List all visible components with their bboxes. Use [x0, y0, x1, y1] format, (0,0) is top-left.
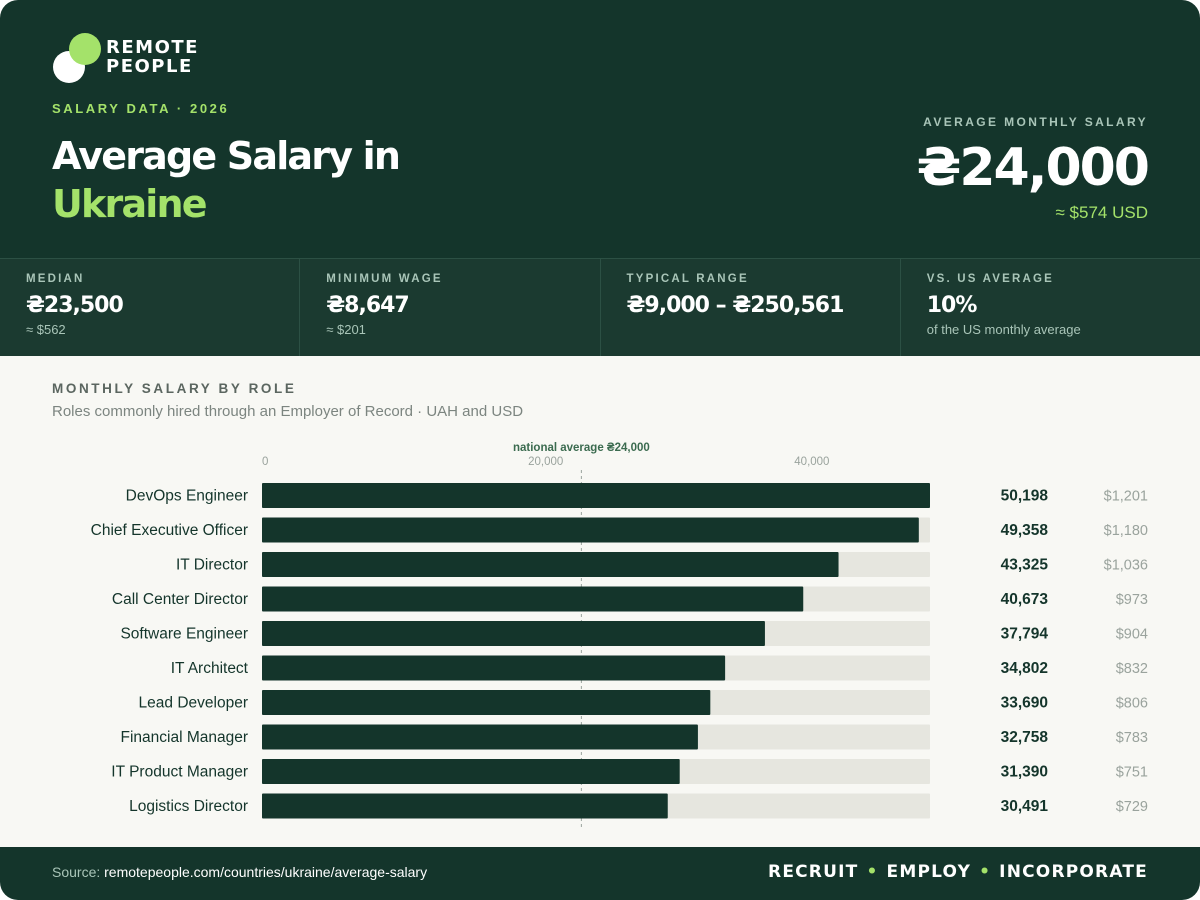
header: REMOTE PEOPLE SALARY DATA · 2026 Average… [0, 0, 1200, 258]
usd-label: $1,036 [1104, 558, 1148, 574]
x-tick-label: 40,000 [794, 456, 829, 468]
stat-sub: of the US monthly average [926, 322, 1081, 337]
usd-label: $1,180 [1104, 523, 1148, 539]
source-link[interactable]: remotepeople.com/countries/ukraine/avera… [104, 864, 428, 880]
average-label: AVERAGE MONTHLY SALARY [923, 115, 1148, 129]
value-label: 31,390 [1001, 764, 1048, 781]
tagline-employ: EMPLOY [886, 862, 972, 882]
category-label: DevOps Engineer [126, 488, 248, 505]
category-label: Logistics Director [129, 798, 248, 815]
bar [262, 483, 930, 508]
bar [262, 552, 839, 577]
usd-label: $729 [1116, 799, 1148, 815]
bar [262, 724, 698, 750]
section-subtitle: Roles commonly hired through an Employer… [52, 403, 524, 420]
stat-typical-range: TYPICAL RANGE ₴9,000 – ₴250,561 [601, 259, 901, 356]
usd-label: $783 [1116, 730, 1148, 746]
stat-value: 10% [926, 293, 978, 318]
category-label: Software Engineer [120, 626, 248, 643]
value-label: 33,690 [1001, 695, 1048, 712]
average-value: ₴24,000 [916, 138, 1150, 198]
category-label: Lead Developer [139, 695, 248, 712]
bar [262, 793, 668, 819]
stat-minimum-wage: MINIMUM WAGE ₴8,647 ≈ $201 [300, 259, 601, 356]
bar [262, 586, 804, 612]
dot-separator: • [979, 862, 992, 882]
bar [262, 690, 711, 715]
value-label: 40,673 [1001, 591, 1049, 608]
dot-separator: • [866, 862, 879, 882]
bar [262, 517, 919, 543]
usd-label: $751 [1116, 765, 1148, 781]
salary-bar-chart: national average ₴24,000 0 20,000 40,000 Dev… [0, 430, 1200, 840]
usd-label: $1,201 [1104, 489, 1148, 505]
eyebrow: SALARY DATA · 2026 [52, 101, 230, 116]
tagline: RECRUIT • EMPLOY • INCORPORATE [768, 862, 1148, 882]
stat-value: ₴8,647 [326, 293, 410, 318]
section-title: MONTHLY SALARY BY ROLE [52, 381, 297, 396]
title-line-1: Average Salary in [52, 134, 401, 178]
stat-label: VS. US AVERAGE [926, 273, 1055, 285]
value-label: 30,491 [1001, 798, 1049, 815]
category-label: IT Product Manager [111, 764, 248, 781]
logo-line-1: REMOTE [106, 37, 199, 58]
value-label: 50,198 [1001, 488, 1049, 505]
title-line-2: Ukraine [52, 182, 208, 226]
stat-label: MEDIAN [26, 273, 85, 285]
value-label: 37,794 [1001, 626, 1049, 643]
footer: Source: remotepeople.com/countries/ukrai… [0, 847, 1200, 900]
stat-sub: ≈ $562 [26, 322, 66, 337]
logo-icon [53, 33, 101, 83]
stats-band: MEDIAN ₴23,500 ≈ $562 MINIMUM WAGE ₴8,64… [0, 258, 1200, 356]
usd-label: $806 [1116, 696, 1148, 712]
value-label: 49,358 [1001, 522, 1049, 539]
stat-value: ₴23,500 [26, 293, 124, 318]
stat-label: TYPICAL RANGE [626, 273, 749, 285]
source-label: Source: [52, 864, 101, 880]
usd-label: $973 [1116, 592, 1148, 608]
category-label: Chief Executive Officer [91, 522, 248, 539]
category-label: IT Director [176, 557, 248, 574]
stat-sub: ≈ $201 [326, 322, 366, 337]
chart-svg: national average ₴24,000 0 20,000 40,000 Dev… [91, 442, 1148, 830]
logo-wordmark: REMOTE PEOPLE [106, 38, 199, 76]
value-label: 34,802 [1001, 660, 1048, 677]
bar [262, 655, 726, 681]
usd-label: $832 [1116, 661, 1148, 677]
x-tick-label: 20,000 [528, 456, 563, 468]
value-label: 43,325 [1001, 557, 1049, 574]
x-tick-label: 0 [262, 456, 268, 468]
page-title: Average Salary in Ukraine [52, 132, 401, 228]
bar [262, 759, 680, 784]
usd-label: $904 [1116, 627, 1148, 643]
average-usd: ≈ $574 USD [1055, 203, 1149, 222]
logo-line-2: PEOPLE [106, 56, 193, 77]
stat-median: MEDIAN ₴23,500 ≈ $562 [0, 259, 301, 356]
tagline-incorporate: INCORPORATE [999, 862, 1148, 882]
source: Source: remotepeople.com/countries/ukrai… [52, 864, 427, 880]
category-label: Financial Manager [120, 729, 248, 746]
stat-vs-us-average: VS. US AVERAGE 10% of the US monthly ave… [901, 259, 1200, 356]
category-label: IT Architect [171, 660, 249, 677]
bar [262, 621, 765, 646]
reference-line-label: national average ₴24,000 [513, 442, 650, 454]
tagline-recruit: RECRUIT [768, 862, 859, 882]
value-label: 32,758 [1001, 729, 1049, 746]
stat-label: MINIMUM WAGE [326, 273, 443, 285]
category-label: Call Center Director [112, 591, 248, 608]
stat-value: ₴9,000 – ₴250,561 [626, 293, 845, 318]
